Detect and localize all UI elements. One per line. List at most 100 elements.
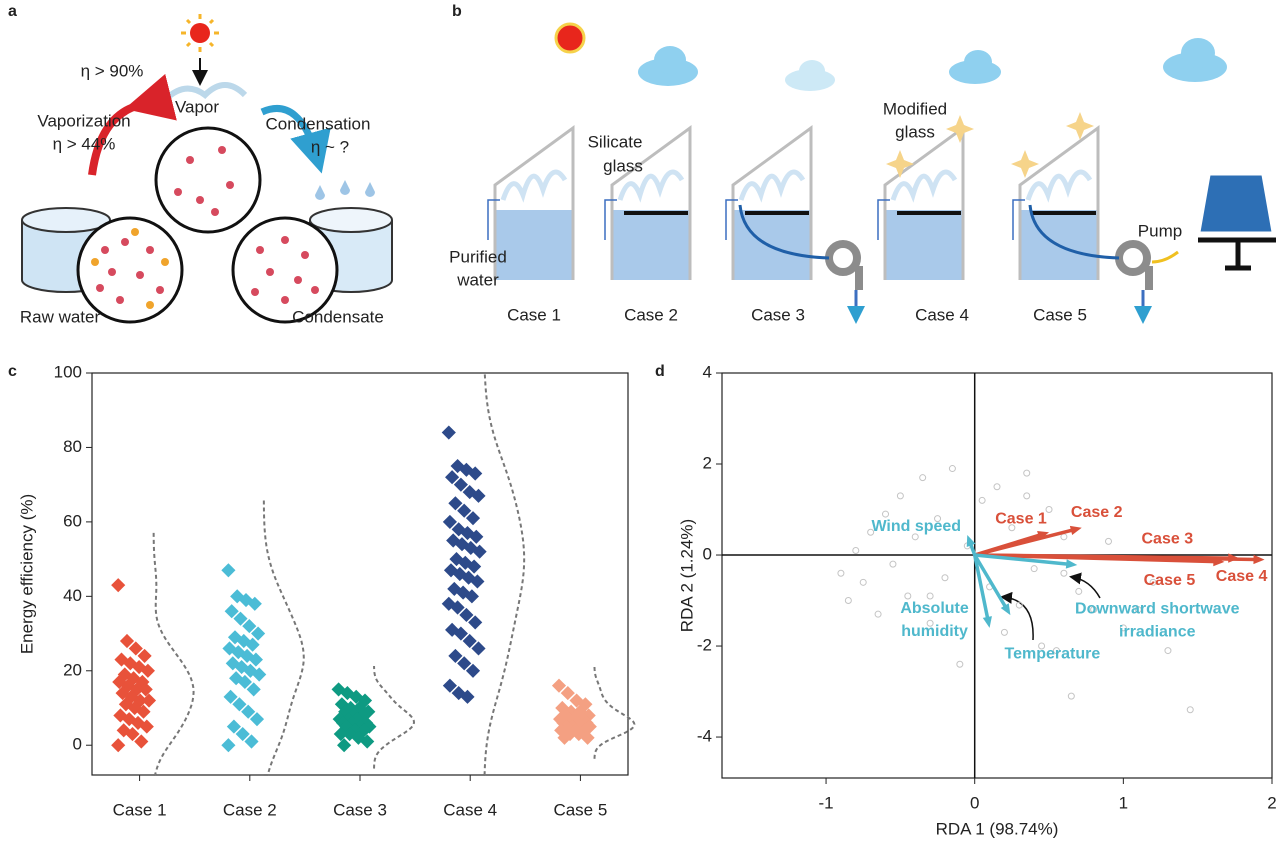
case-label: Case 5 xyxy=(1033,305,1087,324)
plot-frame xyxy=(721,372,1273,779)
y-axis-label: RDA 2 (1.24%) xyxy=(677,519,696,632)
outlet xyxy=(725,199,738,240)
sample-point xyxy=(919,474,927,482)
beaker-rim xyxy=(309,207,393,233)
water xyxy=(885,210,963,280)
x-tick-label: Case 3 xyxy=(333,800,387,819)
data-point xyxy=(221,738,236,753)
data-point xyxy=(137,648,152,663)
vapor xyxy=(1025,169,1093,203)
sample-point xyxy=(911,533,919,541)
label: glass xyxy=(603,156,643,175)
data-point xyxy=(442,678,457,693)
sample-point xyxy=(1090,606,1098,614)
sample-point xyxy=(1052,647,1060,655)
sample-point xyxy=(926,619,934,627)
data-point xyxy=(460,689,475,704)
data-point xyxy=(459,607,474,623)
data-point xyxy=(223,689,238,704)
y-tick-label: 100 xyxy=(54,362,82,381)
sample-point xyxy=(1104,537,1112,545)
data-point xyxy=(244,734,259,749)
sample-point xyxy=(1045,506,1053,514)
label: Raw water xyxy=(20,307,101,326)
sample-point xyxy=(1075,587,1083,595)
solutes xyxy=(91,228,169,309)
arrow-head xyxy=(1253,554,1265,565)
label: glass xyxy=(895,122,935,141)
arrow-head xyxy=(1065,559,1078,569)
y-tick-label: 60 xyxy=(63,511,82,530)
data-point xyxy=(242,619,257,634)
loading-arrow xyxy=(974,553,1217,564)
panel-label: a xyxy=(8,3,17,20)
data-point xyxy=(141,693,157,708)
x-tick-label: 1 xyxy=(1119,793,1128,812)
sample-point xyxy=(1008,524,1016,532)
still-frame xyxy=(610,125,692,280)
sample-point xyxy=(896,492,904,500)
case-label: Case 2 xyxy=(624,305,678,324)
sample-point xyxy=(934,515,942,523)
case-label: Case 3 xyxy=(751,305,805,324)
sample-point xyxy=(1023,492,1031,500)
data-point xyxy=(442,514,457,529)
data-point xyxy=(580,730,595,745)
panel-label: b xyxy=(452,3,462,20)
sample-point xyxy=(1067,692,1075,700)
data-point xyxy=(252,667,267,682)
sample-point xyxy=(874,610,882,618)
panel-label: c xyxy=(8,363,17,380)
beaker-rim xyxy=(21,207,111,233)
arrow-label: Downward shortwave xyxy=(1075,600,1240,617)
arrow-label: Absolute xyxy=(900,600,969,617)
data-point xyxy=(134,734,149,749)
loading-arrow xyxy=(974,553,1070,566)
data-point xyxy=(465,511,481,526)
data-point xyxy=(470,574,485,589)
data-point xyxy=(448,648,463,663)
data-point xyxy=(557,730,572,745)
vapor xyxy=(738,169,806,203)
sample-point xyxy=(1149,578,1157,586)
x-tick-label: 0 xyxy=(970,793,979,812)
data-point xyxy=(119,633,135,649)
label: Vaporization xyxy=(37,111,130,130)
y-axis-label: Energy efficiency (%) xyxy=(17,494,36,654)
still-frame xyxy=(731,125,813,280)
molecule-circle xyxy=(154,126,262,234)
panel-a: a η > 90% Vapor Vaporization η > 44% Con… xyxy=(8,3,393,326)
sample-point xyxy=(941,574,949,582)
data-point xyxy=(457,503,472,518)
stills xyxy=(487,125,1100,280)
x-tick-label: Case 2 xyxy=(223,800,277,819)
data-point xyxy=(140,663,155,678)
pointer xyxy=(1000,591,1034,641)
sample-point xyxy=(889,560,897,568)
label: water xyxy=(456,270,499,289)
x-tick-label: 2 xyxy=(1267,793,1276,812)
data-point xyxy=(453,477,468,492)
data-point xyxy=(464,589,479,604)
still-frame xyxy=(883,125,965,280)
data-point xyxy=(111,738,126,753)
outlet xyxy=(487,199,500,240)
y-tick-label: 40 xyxy=(63,586,82,605)
y-tick-label: 80 xyxy=(63,437,82,456)
y-tick-label: 2 xyxy=(703,453,712,472)
data-point xyxy=(138,682,153,697)
sun xyxy=(190,23,210,43)
outlet xyxy=(1012,199,1025,240)
sample-point xyxy=(852,546,860,554)
sample-point xyxy=(1060,569,1068,577)
data-point xyxy=(247,596,262,611)
sample-point xyxy=(1186,706,1194,714)
sparkles xyxy=(886,112,1094,178)
case-label: Case 1 xyxy=(507,305,561,324)
sun xyxy=(554,22,586,54)
label: Condensate xyxy=(292,307,384,326)
arrow-label: Case 2 xyxy=(1071,504,1123,521)
data-point xyxy=(246,682,261,697)
data-point xyxy=(333,726,348,742)
arrow-head xyxy=(1069,525,1082,535)
